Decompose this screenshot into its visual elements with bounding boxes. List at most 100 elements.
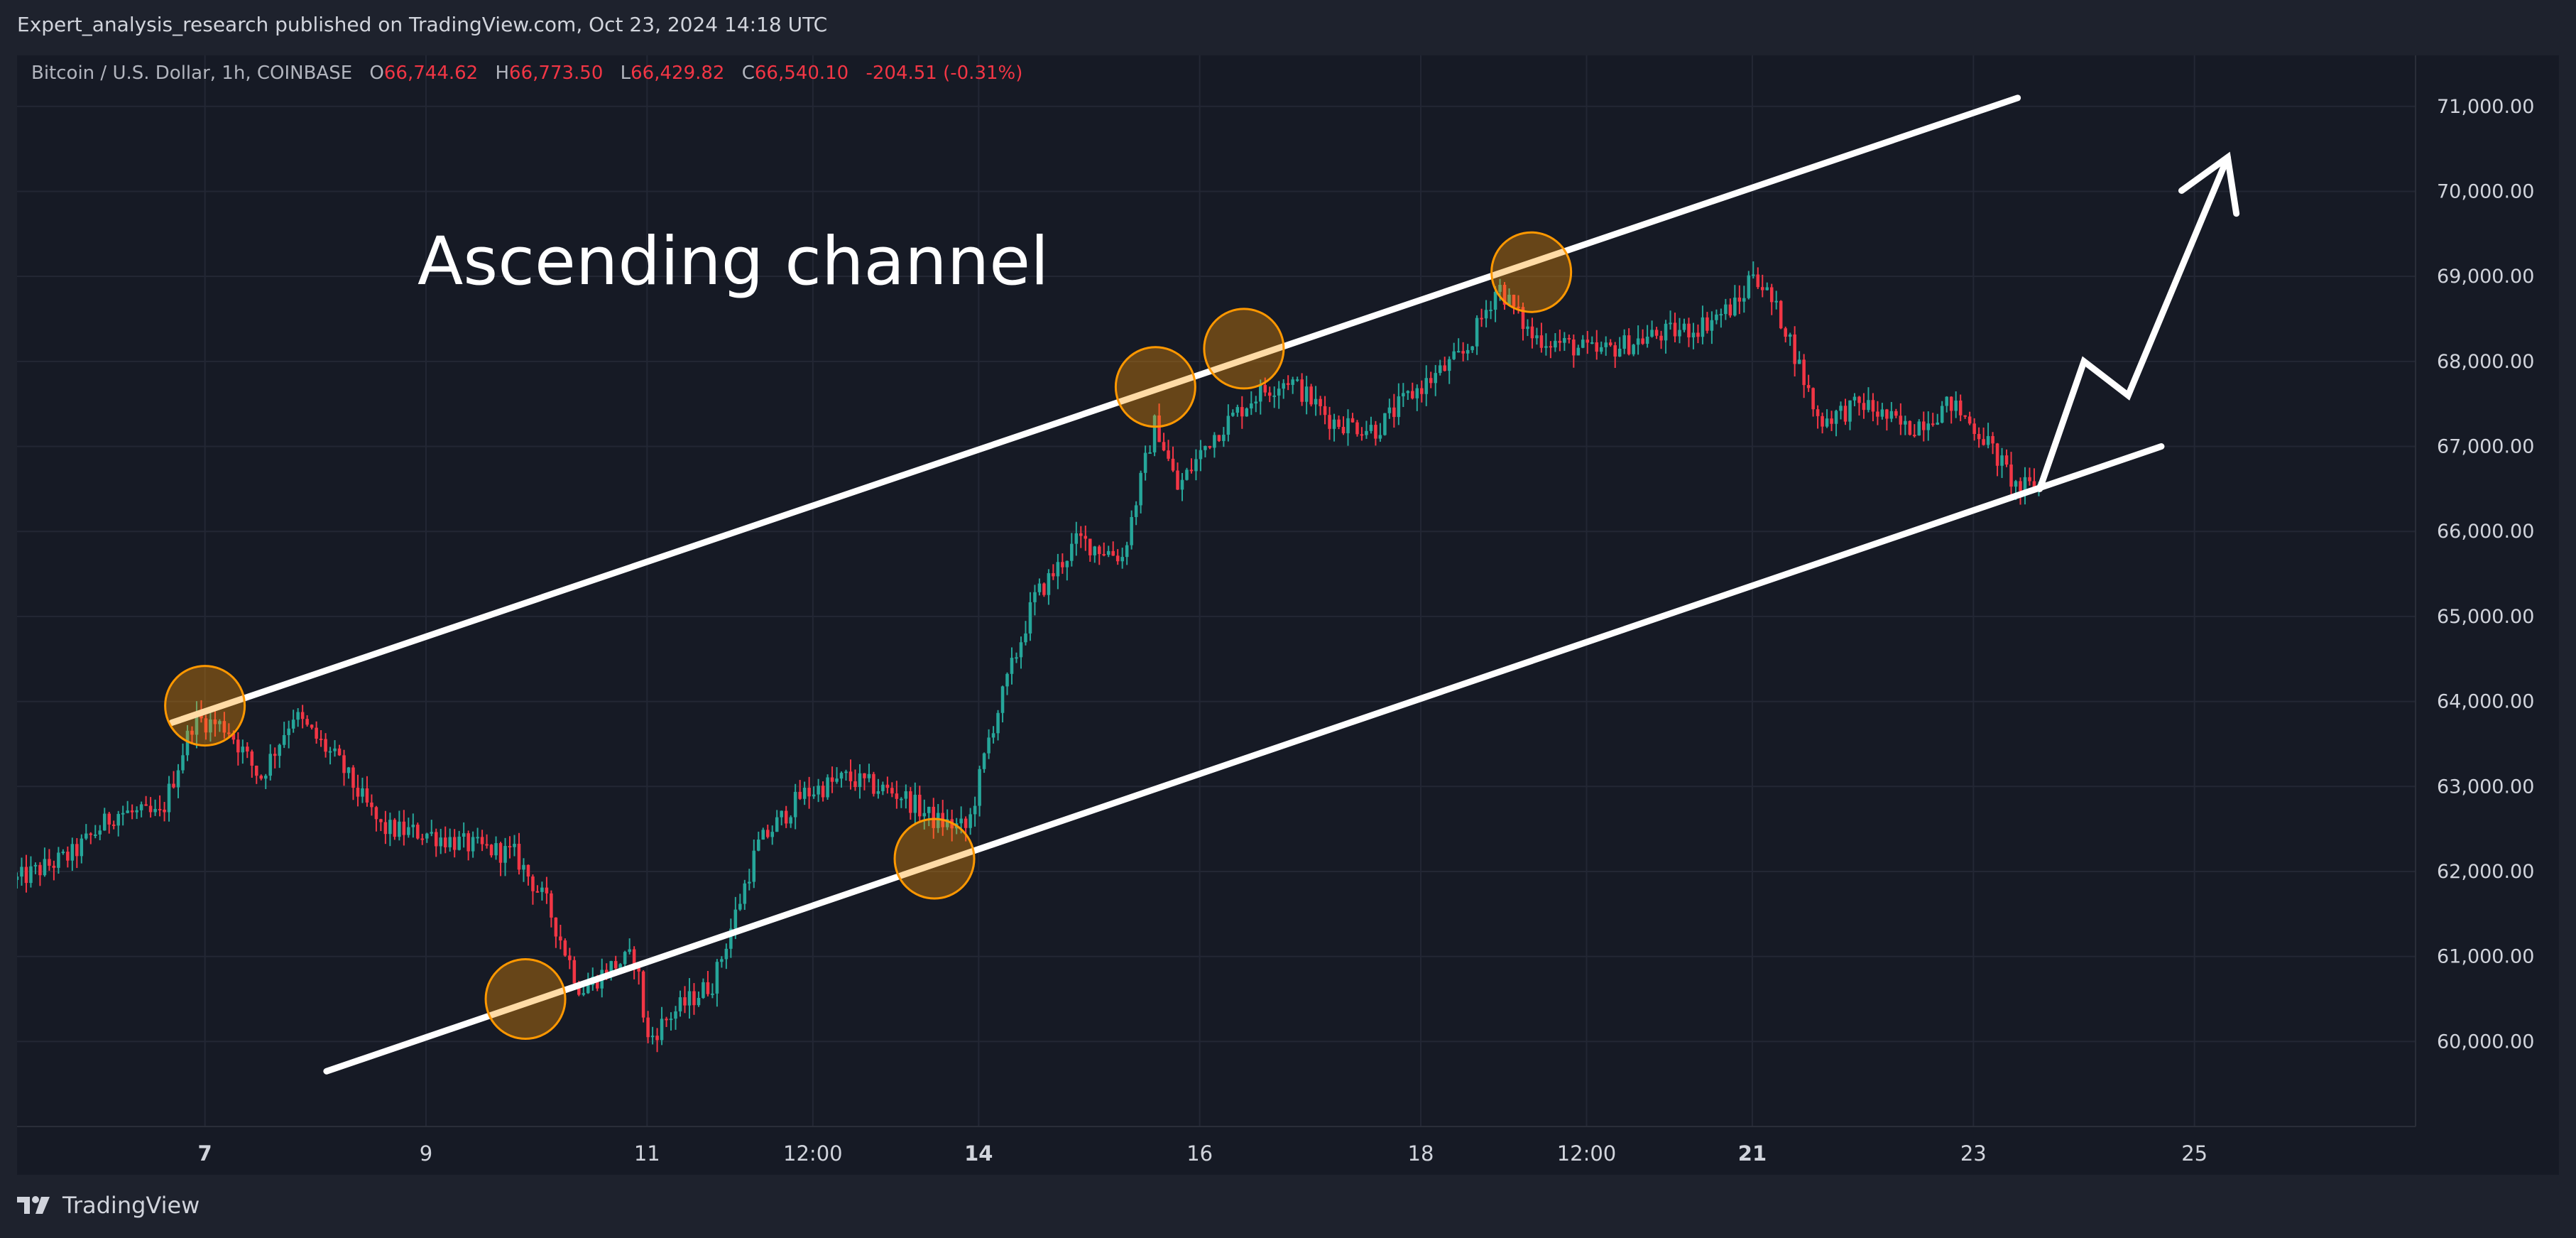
- candle-body: [697, 997, 701, 1006]
- candle-body: [1581, 340, 1585, 348]
- candle-body: [93, 834, 97, 836]
- candle-body: [38, 864, 42, 876]
- candle-body: [315, 727, 318, 739]
- candle-body: [1033, 592, 1037, 602]
- candle-body: [1061, 562, 1064, 568]
- candle-body: [291, 720, 295, 729]
- candle-body: [1936, 422, 1940, 425]
- candle-body: [24, 867, 28, 884]
- candle-body: [89, 833, 93, 835]
- candle-body: [550, 893, 553, 918]
- price-chart[interactable]: 7 9 11 12:00 14 16 18 12:00 21 23 25 60,000.00 61,0…: [17, 55, 2559, 1175]
- touch-point-marker: [164, 665, 246, 747]
- candle-body: [1608, 342, 1612, 346]
- candle-body: [572, 960, 577, 984]
- candle-body: [973, 805, 977, 815]
- candle-body: [839, 773, 844, 779]
- candle-body: [324, 739, 327, 752]
- candle-body: [660, 1019, 664, 1041]
- candle-body: [1019, 642, 1023, 658]
- candle-body: [577, 983, 581, 995]
- candle-body: [2009, 465, 2013, 487]
- candle-body: [2004, 455, 2009, 465]
- candle-body: [1355, 422, 1359, 435]
- candle-body: [1277, 389, 1281, 396]
- candle-body: [222, 721, 227, 733]
- candle-body: [632, 949, 636, 967]
- candle-body: [1337, 419, 1341, 428]
- candle-body: [1664, 323, 1668, 341]
- candle-body: [1070, 543, 1074, 561]
- candle-body: [43, 859, 47, 876]
- candle-body: [1088, 538, 1092, 555]
- candle-body: [1392, 407, 1396, 418]
- candle-body: [1678, 330, 1681, 337]
- candle-body: [830, 777, 834, 782]
- candle-body: [1171, 458, 1175, 471]
- time-tick-label: 21: [1738, 1141, 1767, 1166]
- candle-body: [1821, 416, 1824, 427]
- candle-body: [959, 818, 963, 824]
- candle-body: [770, 832, 775, 837]
- candle-body: [1106, 550, 1110, 555]
- candle-body: [1489, 310, 1492, 312]
- candle-body: [1157, 415, 1161, 442]
- candle-body: [1733, 297, 1737, 316]
- candle-body: [720, 959, 724, 962]
- candle-body: [711, 993, 714, 995]
- candle-body: [904, 791, 908, 799]
- candle-body: [1272, 395, 1276, 397]
- candle-body: [1254, 401, 1258, 404]
- candle-body: [1493, 291, 1497, 310]
- candle-body: [1295, 379, 1299, 381]
- candle-body: [853, 781, 857, 788]
- price-tick-label: 60,000.00: [2437, 1031, 2534, 1053]
- candle-body: [1189, 469, 1194, 472]
- candle-body: [932, 806, 936, 828]
- candle-body: [282, 734, 286, 745]
- candle-body: [273, 754, 277, 756]
- candle-body: [1650, 330, 1654, 337]
- annotation-text: Ascending channel: [417, 223, 1049, 300]
- candle-body: [33, 864, 38, 867]
- candle-body: [176, 770, 180, 788]
- candle-body: [1005, 673, 1009, 687]
- candle-body: [1968, 416, 1972, 424]
- candle-body: [1309, 386, 1313, 405]
- candle-body: [111, 824, 116, 826]
- candle-body: [807, 788, 811, 797]
- touch-point-marker: [1203, 308, 1285, 390]
- candle-body: [1769, 287, 1774, 303]
- candle-body: [52, 865, 56, 868]
- candle-body: [545, 887, 549, 894]
- candle-body: [135, 810, 138, 813]
- candle-body: [715, 962, 719, 994]
- candle-body: [259, 776, 263, 779]
- price-tick-label: 61,000.00: [2437, 946, 2534, 968]
- candle-body: [1719, 314, 1723, 316]
- tradingview-brand[interactable]: TradingView: [17, 1188, 200, 1223]
- candle-body: [927, 806, 931, 813]
- projection-arrow: [2036, 154, 2231, 492]
- candle-body: [1282, 383, 1285, 389]
- candle-body: [1387, 407, 1392, 413]
- candle-body: [1848, 400, 1852, 422]
- candle-body: [1899, 416, 1903, 425]
- candle-body: [1042, 583, 1046, 595]
- candle-body: [867, 773, 871, 778]
- candle-body: [1502, 284, 1507, 305]
- candle-body: [1130, 516, 1133, 545]
- candle-body: [1152, 415, 1157, 452]
- candle-body: [1563, 337, 1566, 343]
- candle-body: [310, 724, 314, 728]
- candle-body: [789, 817, 792, 824]
- candle-body: [733, 909, 738, 929]
- channel-upper-line: [168, 94, 2021, 727]
- candle-body: [1871, 400, 1875, 412]
- candle-body: [1346, 418, 1350, 434]
- candle-body: [1065, 560, 1069, 568]
- candle-body: [706, 982, 710, 994]
- candle-body: [1148, 452, 1152, 454]
- candle-body: [439, 837, 442, 847]
- candle-body: [337, 748, 342, 756]
